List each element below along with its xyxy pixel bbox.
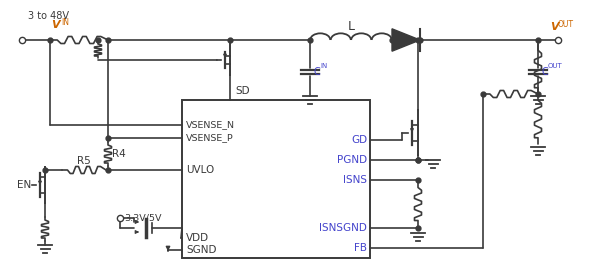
Text: R5: R5 (77, 156, 91, 166)
Text: V: V (550, 22, 559, 32)
Text: VDD: VDD (186, 233, 209, 243)
Text: SD: SD (235, 86, 249, 96)
Text: C: C (314, 67, 321, 77)
Text: OUT: OUT (548, 63, 563, 69)
Text: UVLO: UVLO (186, 165, 214, 175)
Text: ISNS: ISNS (343, 175, 367, 185)
Text: EN: EN (17, 180, 31, 190)
Text: VSENSE_N: VSENSE_N (186, 120, 235, 129)
Text: VSENSE_P: VSENSE_P (186, 134, 234, 143)
Text: PGND: PGND (337, 155, 367, 165)
Text: 3 to 48V: 3 to 48V (29, 11, 69, 21)
Text: 3.3V/5V: 3.3V/5V (124, 214, 161, 222)
Text: R4: R4 (112, 149, 126, 159)
Text: SGND: SGND (186, 245, 216, 255)
Text: FB: FB (354, 243, 367, 253)
Text: ISNSGND: ISNSGND (319, 223, 367, 233)
Text: GD: GD (351, 135, 367, 145)
Text: V: V (51, 20, 59, 30)
Text: L: L (347, 20, 355, 32)
Text: IN: IN (320, 63, 327, 69)
Text: C: C (542, 67, 549, 77)
Polygon shape (392, 29, 420, 51)
Bar (182, 100, 370, 258)
Text: OUT: OUT (558, 20, 574, 29)
Text: IN: IN (61, 18, 69, 27)
